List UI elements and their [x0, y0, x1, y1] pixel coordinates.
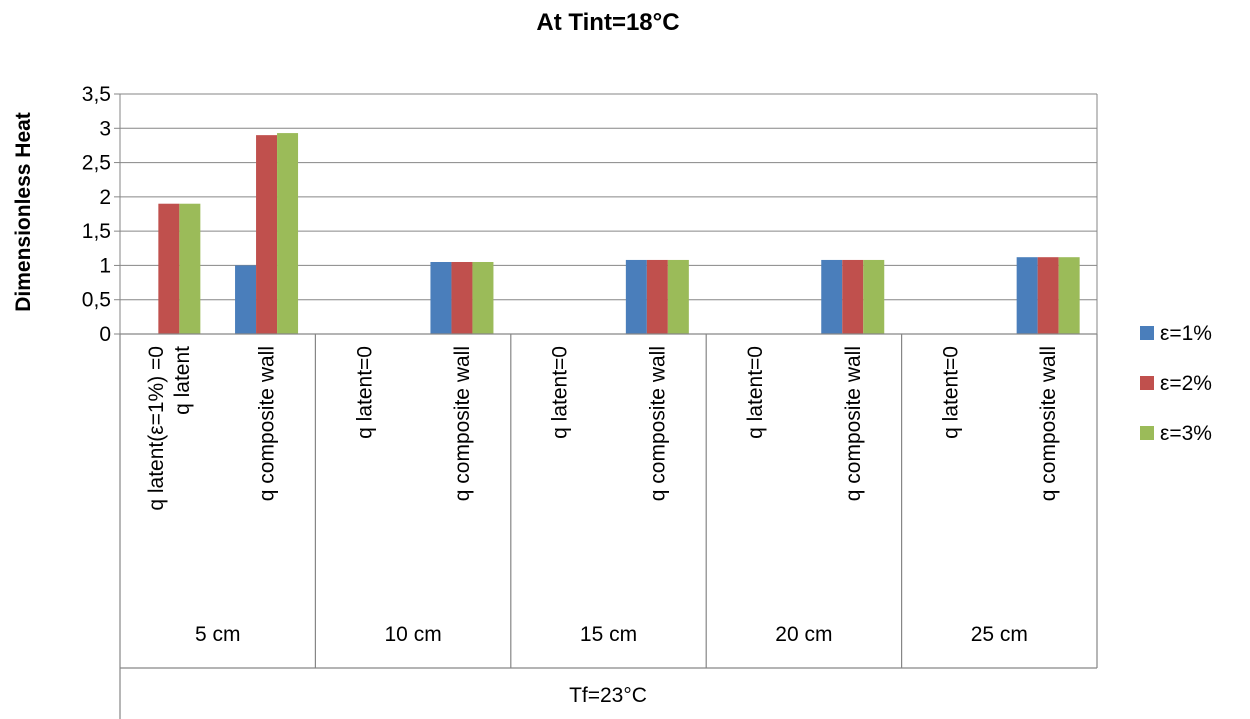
category-label: q latent=0 [744, 346, 767, 439]
category-label: q composite wall [256, 346, 279, 501]
y-tick-label: 3 [99, 117, 111, 140]
bar [842, 259, 864, 334]
bar [430, 262, 452, 334]
y-tick-label: 2,5 [82, 152, 111, 175]
legend: ε=1% ε=2% ε=3% [1140, 322, 1212, 445]
category-label: q latent=0 [353, 346, 376, 439]
y-tick-labels: 0 0,5 1 1,5 2 2,5 3 3,5 [82, 83, 111, 346]
bar [646, 259, 668, 334]
group-label: 10 cm [385, 623, 442, 646]
y-tick-label: 2 [99, 186, 111, 209]
category-label: q latent=0 [939, 346, 962, 439]
bar [821, 259, 843, 334]
bar [158, 203, 180, 334]
legend-label: ε=2% [1160, 372, 1212, 395]
group-label: 15 cm [580, 623, 637, 646]
bar [472, 262, 494, 334]
category-label: q latent=0 [549, 346, 572, 439]
bar [179, 203, 201, 334]
chart-title: At Tint=18°C [536, 9, 679, 36]
bar [235, 265, 257, 334]
bar [1037, 257, 1059, 334]
bar [667, 259, 689, 334]
category-label: q composite wall [451, 346, 474, 501]
legend-swatch [1140, 326, 1154, 340]
category-label: q composite wall [646, 346, 669, 501]
bar [863, 259, 885, 334]
y-axis-label: Dimensionless Heat [12, 112, 35, 312]
category-label: q composite wall [1037, 346, 1060, 501]
bar [1058, 257, 1080, 334]
y-tick-label: 3,5 [82, 83, 111, 106]
legend-label: ε=3% [1160, 422, 1212, 445]
category-label: q composite wall [842, 346, 865, 501]
category-labels: q latent(ε=1%) =0 q latent q composite wal… [145, 346, 1060, 511]
bar [277, 133, 299, 334]
category-label: q latent(ε=1%) =0 [145, 346, 168, 511]
bar [1016, 257, 1038, 334]
group-labels: 5 cm 10 cm 15 cm 20 cm 25 cm [195, 623, 1028, 646]
legend-swatch [1140, 376, 1154, 390]
y-tick-label: 0 [99, 323, 111, 346]
bar [625, 259, 647, 334]
y-tick-label: 0,5 [82, 289, 111, 312]
legend-swatch [1140, 426, 1154, 440]
y-tick-label: 1 [99, 254, 111, 277]
x-axis-label: Tf=23°C [569, 684, 647, 707]
bar [256, 135, 278, 334]
category-frame [119, 333, 1098, 719]
legend-label: ε=1% [1160, 322, 1212, 345]
group-label: 5 cm [195, 623, 241, 646]
group-label: 20 cm [775, 623, 832, 646]
category-label: q latent [171, 346, 194, 415]
bars [158, 133, 1080, 334]
y-tick-label: 1,5 [82, 220, 111, 243]
group-label: 25 cm [971, 623, 1028, 646]
bar [451, 262, 473, 334]
